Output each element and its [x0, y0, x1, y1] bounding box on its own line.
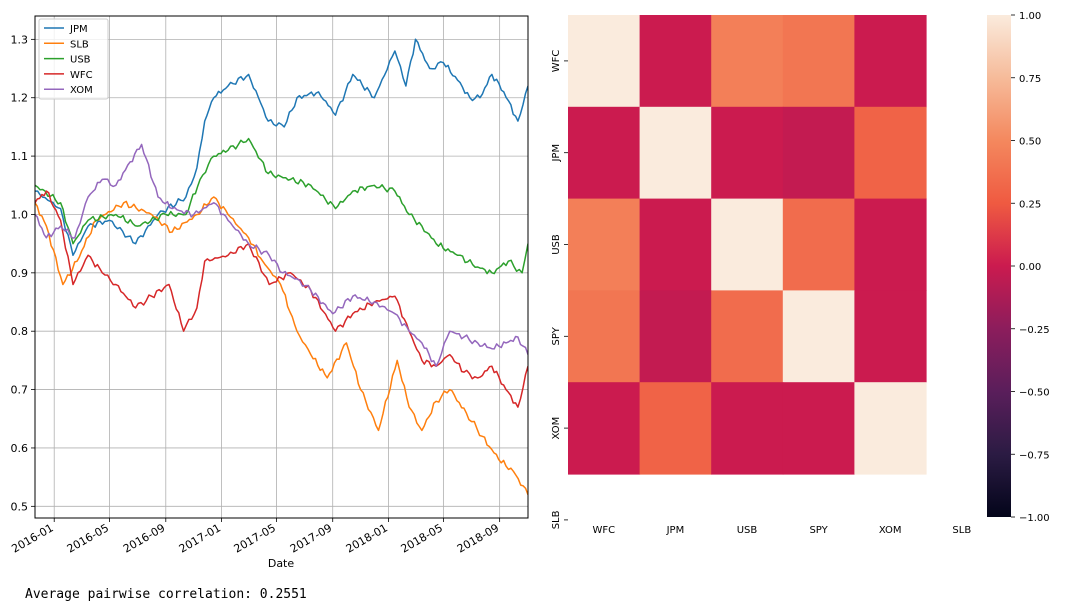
heatmap-cell-usb-xom	[854, 198, 927, 291]
x-tick-label: 2016-05	[65, 521, 111, 555]
row-label: USB	[551, 234, 562, 255]
y-tick-label: 1.2	[11, 92, 29, 105]
x-tick-label: 2018-01	[344, 521, 390, 555]
legend-box	[38, 18, 109, 100]
y-tick-label: 0.9	[11, 267, 29, 280]
legend-label-wfc: WFC	[70, 70, 93, 81]
legend-label-usb: USB	[70, 55, 91, 66]
column-label: USB	[737, 525, 758, 536]
heatmap-cell-xom-usb	[711, 382, 784, 475]
heatmap-cell-xom-wfc	[568, 382, 641, 475]
heatmap-cell-jpm-usb	[711, 106, 784, 200]
series-line-wfc	[35, 190, 528, 408]
heatmap-cells	[568, 15, 927, 475]
line-plot-frame	[34, 15, 529, 519]
line-x-ticks: 2016-01 2016-05 2016-09 2017-01 2017-05 2017-…	[9, 518, 501, 556]
colorbar: 1.00 0.75 0.50 0.25 0.00 −0.25 −0.50 −0.75 −1.00	[987, 11, 1050, 524]
legend-label-xom: XOM	[70, 85, 93, 96]
y-tick-label: 0.8	[11, 325, 29, 338]
colorbar-tick-label: 0.75	[1019, 74, 1041, 85]
series-line-jpm	[35, 38, 528, 257]
x-axis-label: Date	[268, 557, 295, 570]
heatmap-cell-usb-jpm	[639, 198, 712, 291]
x-tick-label: 2017-05	[232, 521, 278, 555]
x-tick-label: 2018-09	[455, 521, 501, 555]
row-label: WFC	[551, 50, 562, 73]
heatmap-cell-xom-jpm	[639, 382, 712, 475]
heatmap-column-labels: WFC JPM USB SPY XOM SLB	[592, 525, 971, 536]
colorbar-tick-label: −0.25	[1019, 325, 1050, 336]
heatmap-cell-xom-spy	[782, 382, 855, 475]
heatmap-cell-usb-usb	[711, 198, 784, 291]
x-tick-label: 2017-09	[288, 521, 334, 555]
series-line-xom	[35, 143, 528, 367]
heatmap-cell-wfc-spy	[782, 15, 855, 108]
x-tick-label: 2017-01	[177, 521, 223, 555]
x-tick-label: 2018-05	[399, 521, 445, 555]
legend: JPM SLB USB WFC XOM	[38, 18, 109, 100]
series-line-slb	[35, 196, 528, 495]
colorbar-tick-label: −1.00	[1019, 513, 1050, 524]
y-tick-label: 0.6	[11, 442, 29, 455]
line-y-ticks: 0.5 0.6 0.7 0.8 0.9 1.0 1.1 1.2 1.3	[11, 33, 35, 513]
heatmap-cell-wfc-wfc	[568, 15, 641, 108]
colorbar-tick-label: 0.25	[1019, 199, 1041, 210]
series-line-usb	[35, 137, 528, 275]
row-label: SLB	[551, 510, 562, 529]
heatmap-cell-spy-usb	[711, 290, 784, 383]
heatmap-cell-jpm-wfc	[568, 106, 641, 200]
heatmap-cell-xom-xom	[854, 382, 927, 475]
colorbar-tick-label: 0.00	[1019, 262, 1041, 273]
colorbar-tick-label: −0.75	[1019, 450, 1050, 461]
legend-label-jpm: JPM	[69, 24, 88, 35]
y-tick-label: 1.0	[11, 208, 29, 221]
colorbar-tick-label: −0.50	[1019, 388, 1050, 399]
y-tick-label: 1.3	[11, 33, 29, 46]
y-tick-label: 1.1	[11, 150, 29, 163]
heatmap-cell-spy-wfc	[568, 290, 641, 383]
heatmap-cell-jpm-xom	[854, 106, 927, 200]
heatmap-cell-usb-wfc	[568, 198, 641, 291]
heatmap-cell-wfc-xom	[854, 15, 927, 108]
heatmap-cell-spy-spy	[782, 290, 855, 383]
row-label: JPM	[551, 144, 562, 163]
column-label: JPM	[666, 525, 685, 536]
column-label: SPY	[809, 525, 828, 536]
heatmap-cell-wfc-jpm	[639, 15, 712, 108]
heatmap-cell-spy-xom	[854, 290, 927, 383]
column-label: XOM	[879, 525, 902, 536]
y-tick-label: 0.7	[11, 384, 29, 397]
colorbar-gradient	[987, 15, 1011, 517]
heatmap-cell-jpm-jpm	[639, 106, 712, 200]
output-text: Average pairwise correlation: 0.2551	[25, 587, 307, 602]
colorbar-tick-label: 1.00	[1019, 11, 1041, 22]
line-grid	[35, 16, 528, 518]
column-label: WFC	[592, 525, 615, 536]
heatmap-cell-usb-spy	[782, 198, 855, 291]
heatmap-row-labels: WFC JPM USB SPY XOM SLB	[551, 50, 568, 529]
heatmap-cell-jpm-spy	[782, 106, 855, 200]
heatmap-cell-spy-jpm	[639, 290, 712, 383]
y-tick-label: 0.5	[11, 500, 29, 513]
x-tick-label: 2016-09	[121, 521, 167, 555]
column-label: SLB	[952, 525, 971, 536]
heatmap: WFC JPM USB SPY XOM SLB WFC JPM USB SPY XOM SLB	[551, 15, 971, 536]
legend-label-slb: SLB	[70, 39, 89, 50]
row-label: XOM	[551, 417, 562, 440]
row-label: SPY	[551, 326, 562, 345]
line-chart: 2016-01 2016-05 2016-09 2017-01 2017-05 2017-…	[9, 15, 529, 570]
heatmap-cell-wfc-usb	[711, 15, 784, 108]
x-tick-label: 2016-01	[9, 521, 55, 555]
colorbar-tick-label: 0.50	[1019, 137, 1041, 148]
line-series	[35, 38, 528, 495]
colorbar-ticks: 1.00 0.75 0.50 0.25 0.00 −0.25 −0.50 −0.75 −1.00	[1011, 11, 1050, 524]
